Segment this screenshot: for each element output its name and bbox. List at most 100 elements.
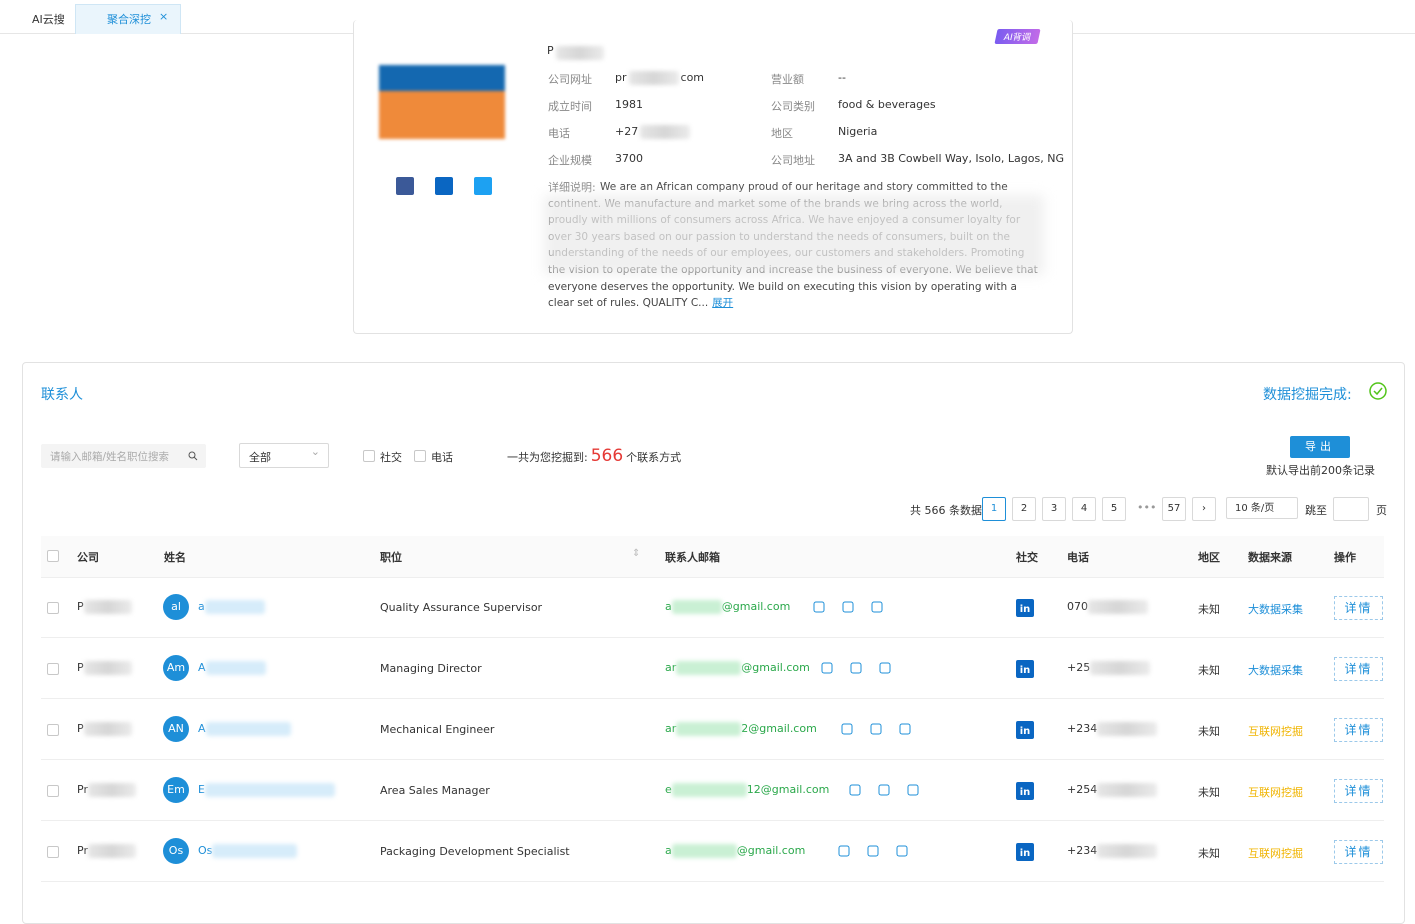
send-icon[interactable] [842,601,854,616]
checkbox[interactable] [47,724,59,736]
blur [204,783,335,797]
tab-active-bg [75,4,181,34]
linkedin-icon[interactable]: in [1016,843,1034,864]
company-cell: Pr [77,783,136,797]
name-cell[interactable]: A [198,722,291,736]
select-arrow: ⌄ [310,445,320,458]
placeholder: 请输入邮箱/姓名职位搜索 [50,451,170,463]
field-text: +27 [615,125,639,138]
detail-button[interactable]: 详情 [1334,657,1383,681]
linkedin-icon[interactable]: in [1016,660,1034,681]
copy-icon[interactable] [813,601,825,616]
name-cell[interactable]: a [198,600,265,614]
source: 大数据采集 [1248,664,1303,677]
page-button[interactable]: 1 [982,497,1006,521]
page-size[interactable]: 10 条/页 [1226,497,1298,519]
tab[interactable]: AI云搜 [32,13,65,26]
select[interactable]: 全部 ⌄ [239,443,329,468]
blur [83,722,132,736]
copy-icon[interactable] [841,723,853,738]
email: a [665,600,672,613]
search-icon [188,451,198,464]
name-cell[interactable]: A [198,661,266,675]
name-cell[interactable]: E [198,783,335,797]
checkbox[interactable] [47,785,59,797]
avatar: Os [163,838,189,864]
social-icon[interactable] [435,177,453,198]
checkbox[interactable] [47,663,59,675]
linkedin-icon[interactable]: in [1016,721,1034,742]
copy-icon[interactable] [849,784,861,799]
checkbox[interactable] [47,550,59,562]
search-input[interactable]: 请输入邮箱/姓名职位搜索 [41,444,206,468]
page-next[interactable]: › [1192,497,1216,521]
jump-input[interactable] [1333,497,1369,521]
detail-button[interactable]: 详情 [1334,718,1383,742]
social-icon[interactable] [396,177,414,198]
phone-cell: +254 [1067,783,1158,797]
phone-cell: 070 [1067,600,1148,614]
page-button[interactable]: 2 [1012,497,1036,521]
name-cell[interactable]: Os [198,844,298,858]
detail-button[interactable]: 详情 [1334,840,1383,864]
email: 12@gmail.com [746,783,830,796]
row-divider [41,881,1384,882]
tab-close[interactable]: × [159,10,169,23]
blur [628,71,679,85]
checkbox[interactable] [414,450,426,462]
page-button[interactable]: 4 [1072,497,1096,521]
star-icon[interactable] [907,784,919,799]
send-icon[interactable] [878,784,890,799]
field-text: 3A and 3B Cowbell Way, Isolo, Lagos, NG [838,152,1064,165]
page-button[interactable]: 5 [1102,497,1126,521]
star-icon[interactable] [899,723,911,738]
blur [205,661,266,675]
field-label: 公司类别 [771,100,815,113]
linkedin-icon[interactable]: in [1016,782,1034,803]
copy-icon[interactable] [838,845,850,860]
page-button[interactable]: 3 [1042,497,1066,521]
star-icon[interactable] [871,601,883,616]
checkbox[interactable] [47,602,59,614]
company: P [77,600,84,613]
email: e [665,783,672,796]
field-label: 电话 [548,127,570,140]
jump-label: 跳至 [1305,504,1327,517]
svg-text:in: in [1020,787,1031,798]
detail-button[interactable]: 详情 [1334,779,1383,803]
table-header: 姓名 [164,551,186,564]
blur [671,783,747,797]
checkbox[interactable] [47,846,59,858]
export-button[interactable]: 导出 [1290,436,1350,458]
expand-link[interactable]: 展开 [712,297,734,310]
star-icon[interactable] [896,845,908,860]
send-icon[interactable] [867,845,879,860]
field-value: 1981 [615,98,643,111]
checkbox[interactable] [363,450,375,462]
send-icon[interactable] [870,723,882,738]
company-cell: P [77,722,132,736]
tab[interactable]: 聚合深挖 [107,13,151,26]
field-text: com [680,71,705,84]
name: E [198,783,205,796]
star-icon[interactable] [879,662,891,677]
email: 2@gmail.com [741,722,817,735]
row-divider [41,637,1384,638]
blur [1097,722,1158,736]
email: @gmail.com [736,844,806,857]
job-title: Area Sales Manager [380,784,490,797]
email-cell: e 12@gmail.com [665,783,829,797]
row-divider [41,820,1384,821]
send-icon[interactable] [850,662,862,677]
table-header: 联系人邮箱 [665,551,720,564]
email-cell: a @gmail.com [665,600,790,614]
social-icon[interactable] [474,177,492,198]
copy-icon[interactable] [821,662,833,677]
detail-button[interactable]: 详情 [1334,596,1383,620]
page: AI云搜 聚合深挖 × P AI背调 公司网址 pr com 营业额 -- 成立时间 1981 公司类别… [0,4,1415,924]
description-label: 详细说明: [548,181,596,194]
company: Pr [77,783,88,796]
page-button[interactable]: 57 [1162,497,1186,521]
linkedin-icon[interactable]: in [1016,599,1034,620]
svg-text:in: in [1020,604,1031,615]
